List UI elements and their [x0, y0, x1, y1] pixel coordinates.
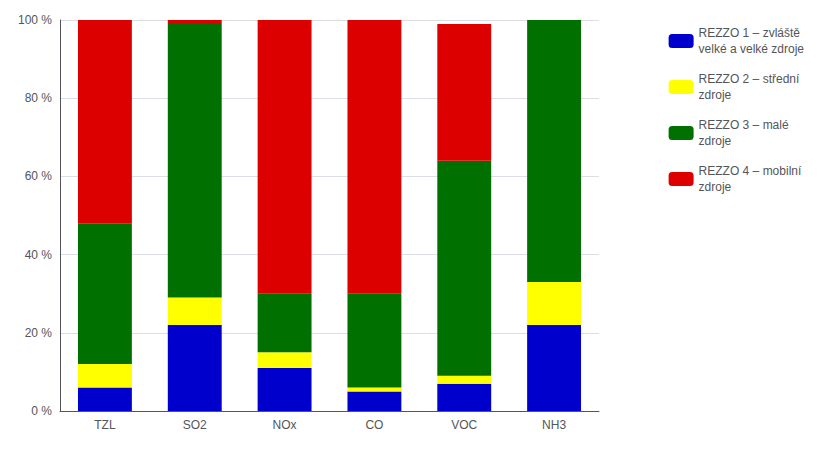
svg-text:CO: CO — [365, 418, 383, 432]
svg-text:40 %: 40 % — [25, 248, 53, 262]
svg-text:REZZO 4 – mobilní: REZZO 4 – mobilní — [699, 164, 802, 178]
svg-text:60 %: 60 % — [25, 169, 53, 183]
svg-text:VOC: VOC — [451, 418, 477, 432]
svg-text:0 %: 0 % — [31, 404, 52, 418]
svg-text:SO2: SO2 — [183, 418, 207, 432]
svg-text:zdroje: zdroje — [699, 134, 732, 148]
svg-text:velké a velké zdroje: velké a velké zdroje — [699, 42, 805, 56]
svg-text:100 %: 100 % — [18, 13, 52, 27]
svg-text:NH3: NH3 — [542, 418, 566, 432]
svg-text:TZL: TZL — [94, 418, 116, 432]
svg-text:REZZO 2 – střední: REZZO 2 – střední — [699, 72, 800, 86]
svg-text:zdroje: zdroje — [699, 88, 732, 102]
svg-text:20 %: 20 % — [25, 326, 53, 340]
svg-text:80 %: 80 % — [25, 91, 53, 105]
svg-text:NOx: NOx — [273, 418, 297, 432]
svg-text:REZZO 1 – zvláště: REZZO 1 – zvláště — [699, 26, 801, 40]
svg-text:REZZO 3 – malé: REZZO 3 – malé — [699, 118, 789, 132]
svg-text:zdroje: zdroje — [699, 180, 732, 194]
